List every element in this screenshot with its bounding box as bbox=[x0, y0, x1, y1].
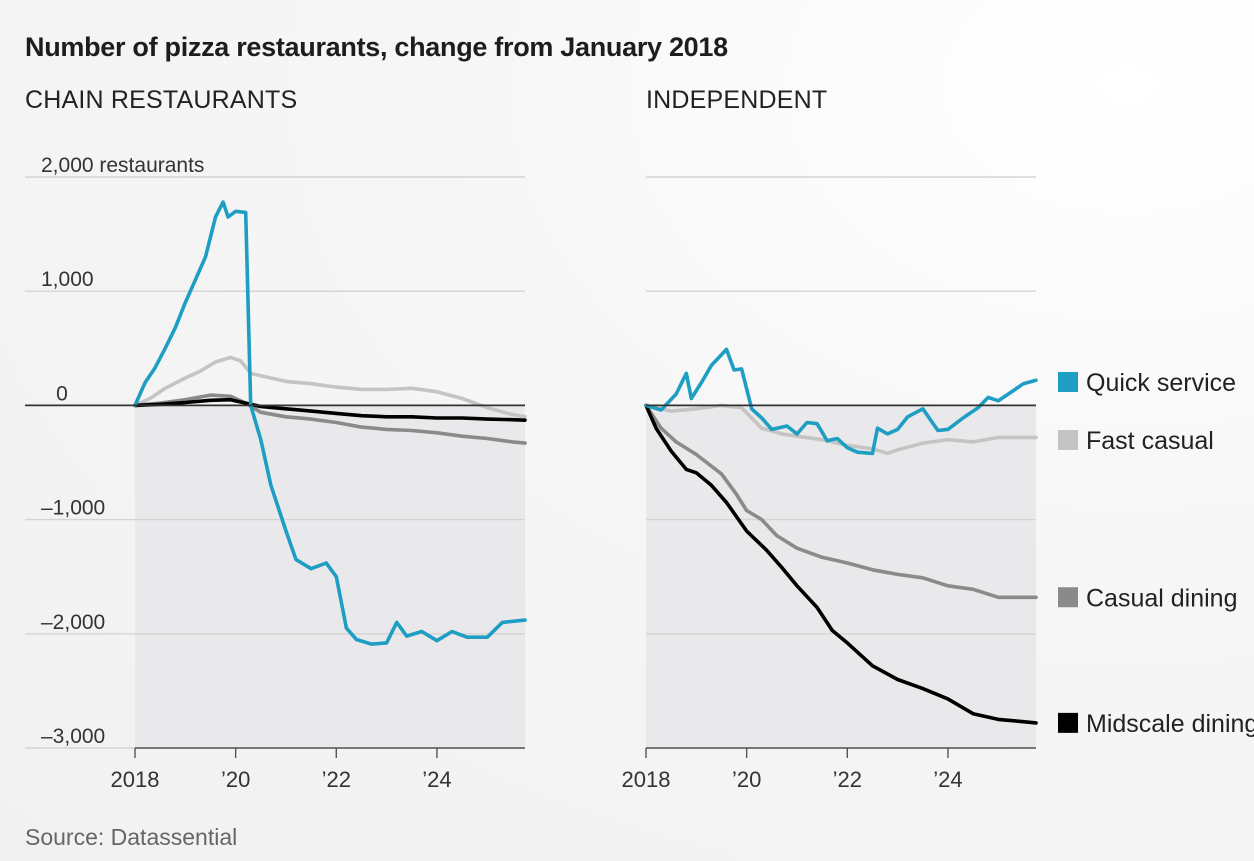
panel-chain: 2,000 restaurants 1,000 0 –1,000 –2,000 –3,00… bbox=[25, 154, 527, 792]
series-line-quick-service-chain bbox=[133, 200, 527, 646]
x-tick-label-independent: ’24 bbox=[933, 767, 962, 792]
y-tick-label-chain: 1,000 bbox=[41, 268, 94, 291]
legend: Quick service Fast casual Casual dining Mid… bbox=[1058, 369, 1254, 738]
y-tick-label-chain: –1,000 bbox=[41, 497, 105, 520]
series-line-casual-dining-chain bbox=[133, 393, 527, 445]
legend-swatch-fast-casual bbox=[1058, 430, 1078, 450]
y-tick-label-chain: –3,000 bbox=[41, 725, 105, 748]
negative-area-independent bbox=[646, 405, 1036, 748]
legend-label-midscale-dining: Midscale dining bbox=[1086, 710, 1254, 738]
x-tick-label-independent: ’22 bbox=[833, 767, 862, 792]
series-line-quick-service-independent bbox=[644, 347, 1038, 456]
chart-title: Number of pizza restaurants, change from… bbox=[25, 32, 728, 62]
panel-title-independent: INDEPENDENT bbox=[646, 86, 828, 114]
legend-label-quick-service: Quick service bbox=[1086, 369, 1236, 397]
x-tick-label-chain: ’24 bbox=[422, 767, 451, 792]
y-tick-label-chain: 0 bbox=[56, 382, 68, 405]
panel-title-chain: CHAIN RESTAURANTS bbox=[25, 86, 298, 114]
source-note: Source: Datassential bbox=[25, 824, 238, 850]
legend-label-casual-dining: Casual dining bbox=[1086, 584, 1238, 612]
series-line-midscale-dining-independent bbox=[644, 403, 1038, 725]
series-line-casual-dining-independent bbox=[644, 403, 1038, 600]
panel-independent: 2018 ’20 ’22 ’24 bbox=[622, 176, 1038, 792]
legend-label-fast-casual: Fast casual bbox=[1086, 427, 1214, 455]
y-tick-label-chain: –2,000 bbox=[41, 611, 105, 634]
x-tick-label-chain: ’20 bbox=[221, 767, 250, 792]
x-tick-label-independent: ’20 bbox=[732, 767, 761, 792]
x-tick-label-chain: 2018 bbox=[111, 767, 160, 792]
negative-area-chain bbox=[135, 405, 525, 748]
y-tick-label-chain: 2,000 restaurants bbox=[41, 154, 204, 177]
series-line-midscale-dining-chain bbox=[133, 397, 527, 422]
legend-swatch-casual-dining bbox=[1058, 587, 1078, 608]
x-tick-label-independent: 2018 bbox=[622, 767, 671, 792]
x-tick-label-chain: ’22 bbox=[322, 767, 351, 792]
legend-swatch-quick-service bbox=[1058, 372, 1078, 392]
series-line-fast-casual-chain bbox=[133, 355, 527, 419]
legend-swatch-midscale-dining bbox=[1058, 712, 1078, 733]
